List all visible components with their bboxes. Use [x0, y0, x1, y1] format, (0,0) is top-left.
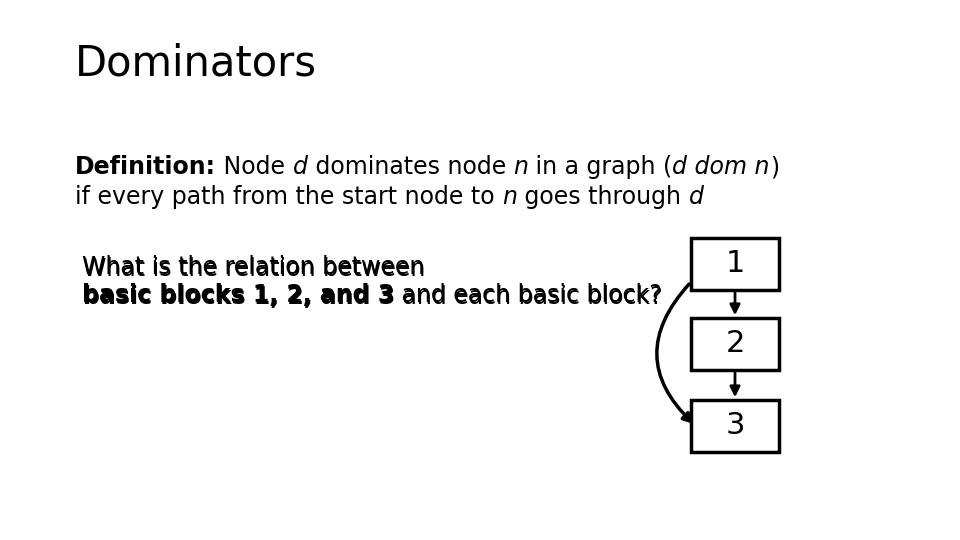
- Text: 2: 2: [726, 329, 745, 359]
- Text: goes through: goes through: [517, 185, 688, 209]
- Text: basic blocks 1, 2, and 3: basic blocks 1, 2, and 3: [83, 285, 396, 309]
- Text: n: n: [502, 185, 517, 209]
- Text: and each basic block?: and each basic block?: [396, 285, 662, 309]
- Text: if every path from the start node to: if every path from the start node to: [75, 185, 502, 209]
- Text: n: n: [514, 155, 528, 179]
- Text: dominates node: dominates node: [307, 155, 514, 179]
- Text: d: d: [688, 185, 704, 209]
- Bar: [691, 238, 779, 290]
- FancyArrowPatch shape: [657, 284, 691, 421]
- Text: What is the relation between: What is the relation between: [83, 257, 425, 281]
- Text: in a graph (: in a graph (: [528, 155, 672, 179]
- Text: d dom n: d dom n: [672, 155, 770, 179]
- Text: Definition:: Definition:: [75, 155, 216, 179]
- Text: d: d: [293, 155, 307, 179]
- Text: 3: 3: [725, 411, 745, 441]
- Text: basic blocks 1, 2, and 3: basic blocks 1, 2, and 3: [82, 283, 395, 307]
- Text: 1: 1: [726, 249, 745, 279]
- Text: ): ): [770, 155, 779, 179]
- Text: and each basic block?: and each basic block?: [395, 283, 661, 307]
- Text: Node: Node: [216, 155, 293, 179]
- Text: What is the relation between: What is the relation between: [82, 255, 424, 279]
- Bar: [691, 400, 779, 452]
- Text: Dominators: Dominators: [75, 42, 317, 84]
- Bar: [691, 318, 779, 370]
